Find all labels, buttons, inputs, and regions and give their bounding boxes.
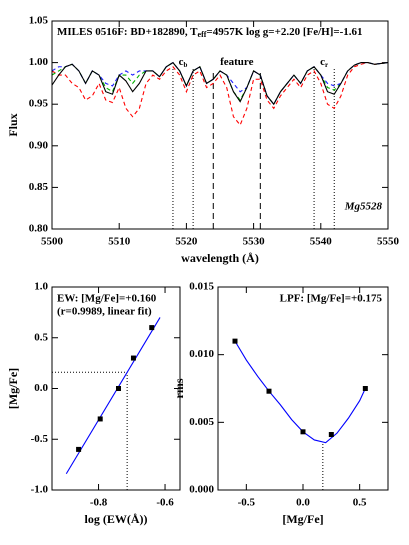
x-tick-label: -0.8 (90, 497, 108, 509)
x-tick-label: 5500 (41, 236, 64, 248)
y-tick-label: 0.5 (34, 331, 48, 343)
y-tick-label: 1.0 (34, 281, 48, 293)
series-line (65, 317, 161, 475)
band-label-subscript: b (184, 61, 188, 69)
y-tick-label: 0.0 (34, 382, 48, 394)
marker (149, 325, 155, 331)
marker (266, 388, 272, 394)
x-tick-label: -0.6 (156, 497, 174, 509)
marker (76, 446, 82, 452)
y-tick-label: 1.00 (29, 56, 49, 68)
marker (300, 429, 306, 435)
y-tick-label: -1.0 (31, 484, 49, 496)
y-tick-label: 0.85 (29, 181, 49, 193)
band-label-text: c (320, 56, 325, 68)
x-axis-title: wavelength (Å) (181, 251, 259, 265)
marker (362, 386, 368, 391)
x-tick-label: 0.0 (296, 497, 310, 509)
series-line (234, 340, 366, 444)
panel-title: MILES 0516F: BD+182890, Teff=4957K log g… (57, 26, 363, 39)
marker (130, 355, 136, 361)
x-tick-label: 5510 (108, 236, 131, 248)
y-tick-label: 0.80 (29, 223, 49, 235)
marker (115, 386, 121, 391)
x-tick-label: 5530 (243, 236, 266, 248)
y-tick-label: 0.000 (189, 484, 214, 496)
panel-text: (r=0.9989, linear fit) (57, 306, 152, 318)
x-tick-label: -0.5 (238, 497, 256, 509)
title-text: =4957K log g=+2.20 [Fe/H]=-1.61 (206, 26, 362, 38)
y-tick-label: 1.05 (29, 15, 49, 27)
y-tick-label: 0.010 (189, 348, 214, 360)
y-axis-title: rms (172, 378, 186, 398)
band-label-text: feature (220, 56, 254, 68)
y-tick-label: 0.95 (29, 98, 49, 110)
x-tick-label: 5540 (310, 236, 333, 248)
plot-frame (51, 20, 389, 230)
band-label-subscript: r (325, 61, 328, 69)
marker (97, 416, 103, 422)
x-axis-title: [Mg/Fe] (282, 512, 323, 526)
plot-frame (217, 286, 389, 491)
band-label: cb (179, 56, 188, 69)
band-label-text: c (179, 56, 184, 68)
panel-text: LPF: [Mg/Fe]=+0.175 (280, 293, 383, 305)
band-label: cr (320, 56, 328, 69)
y-tick-label: 0.005 (189, 416, 214, 428)
title-text: MILES 0516F: BD+182890, T (57, 26, 198, 38)
panel-text: EW: [Mg/Fe]=+0.160 (57, 293, 157, 305)
y-axis-title: [Mg/Fe] (6, 368, 20, 409)
series-line (52, 62, 388, 127)
plot-frame (51, 286, 181, 491)
y-tick-label: 0.90 (29, 139, 49, 151)
x-tick-label: 5550 (377, 236, 400, 248)
annotation: Mg5528 (344, 201, 383, 213)
x-axis-title: log (EW(Å)) (85, 512, 148, 526)
x-tick-label: 5520 (175, 236, 198, 248)
y-tick-label: -0.5 (31, 433, 49, 445)
x-tick-label: 0.5 (353, 497, 367, 509)
title-subscript: eff (198, 30, 207, 39)
y-tick-label: 0.015 (189, 281, 214, 293)
y-axis-title: Flux (6, 113, 20, 136)
band-label: feature (220, 56, 254, 68)
series-line (52, 61, 388, 106)
marker (232, 338, 238, 344)
marker (328, 432, 334, 438)
